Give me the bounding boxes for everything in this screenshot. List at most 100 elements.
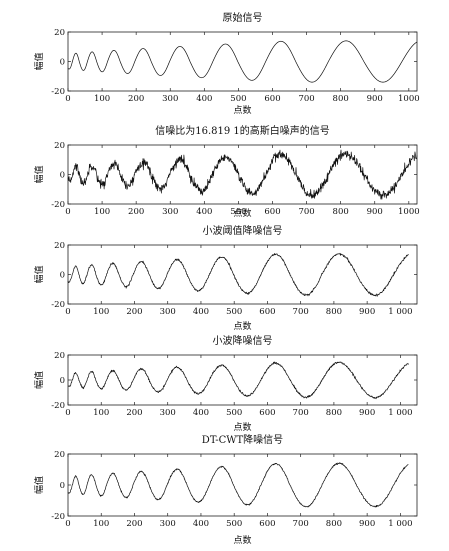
x-tick-label: 300: [160, 307, 176, 317]
x-tick-label: 200: [128, 207, 144, 217]
x-tick-label: 200: [128, 94, 144, 104]
y-tick-label: 0: [60, 58, 65, 68]
x-axis-label: 点数: [233, 104, 251, 116]
series-line: [67, 149, 418, 200]
x-tick-label: 1 000: [388, 307, 412, 317]
y-tick-label: -20: [51, 512, 65, 522]
x-tick-label: 0: [65, 207, 70, 217]
y-tick-label: 0: [60, 271, 65, 281]
x-tick-label: 500: [226, 307, 242, 317]
x-tick-label: 1000: [398, 94, 420, 104]
x-tick-label: 200: [126, 307, 142, 317]
x-tick-label: 200: [126, 519, 142, 529]
y-tick-label: 0: [60, 376, 65, 386]
subplot-title: DT-CWT降噪信号: [202, 433, 283, 446]
subplot-title: 信噪比为16.819 1的高斯白噪声的信号: [155, 124, 330, 137]
y-axis-label: 幅值: [33, 476, 45, 494]
y-tick-label: -20: [51, 87, 65, 97]
x-tick-label: 300: [160, 519, 176, 529]
x-tick-label: 1 000: [388, 519, 412, 529]
series-line: [67, 252, 409, 297]
x-tick-label: 900: [359, 519, 375, 529]
x-tick-label: 1000: [398, 207, 420, 217]
x-tick-label: 100: [93, 519, 109, 529]
subplot-title: 原始信号: [223, 11, 263, 24]
x-tick-label: 400: [196, 94, 212, 104]
y-axis-label: 幅值: [33, 371, 45, 389]
y-tick-label: 20: [54, 141, 65, 151]
x-tick-label: 900: [359, 307, 375, 317]
x-tick-label: 900: [359, 408, 375, 418]
x-tick-label: 600: [264, 207, 280, 217]
x-tick-label: 100: [93, 408, 109, 418]
x-tick-label: 300: [162, 94, 178, 104]
x-tick-label: 100: [93, 307, 109, 317]
x-tick-label: 900: [367, 94, 383, 104]
x-axis-label: 点数: [233, 207, 251, 219]
series-line: [67, 361, 409, 400]
x-tick-label: 600: [259, 519, 275, 529]
subplot-title: 小波降噪信号: [213, 334, 273, 347]
y-tick-label: -20: [51, 300, 65, 310]
x-tick-label: 400: [196, 207, 212, 217]
x-tick-label: 700: [293, 408, 309, 418]
x-tick-label: 0: [65, 307, 70, 317]
x-tick-label: 900: [367, 207, 383, 217]
y-axis-label: 幅值: [33, 52, 45, 70]
plot-frame: [67, 453, 418, 517]
x-tick-label: 600: [259, 408, 275, 418]
plot-frame: [67, 244, 418, 305]
x-axis-label: 点数: [233, 421, 251, 433]
x-tick-label: 700: [298, 94, 314, 104]
y-tick-label: 20: [54, 351, 65, 361]
series-line: [67, 462, 409, 508]
x-tick-label: 200: [126, 408, 142, 418]
x-tick-label: 100: [94, 94, 110, 104]
subplot-title: 小波阈值降噪信号: [203, 224, 283, 237]
x-tick-label: 100: [94, 207, 110, 217]
x-tick-label: 600: [259, 307, 275, 317]
y-tick-label: 20: [54, 450, 65, 460]
y-tick-label: 0: [60, 171, 65, 181]
x-tick-label: 800: [326, 519, 342, 529]
x-tick-label: 500: [226, 408, 242, 418]
y-tick-label: 20: [54, 241, 65, 251]
x-tick-label: 500: [226, 519, 242, 529]
x-tick-label: 300: [160, 408, 176, 418]
x-tick-label: 700: [293, 307, 309, 317]
x-tick-label: 600: [264, 94, 280, 104]
x-tick-label: 800: [333, 207, 349, 217]
x-tick-label: 0: [65, 519, 70, 529]
y-axis-label: 幅值: [33, 265, 45, 283]
x-tick-label: 500: [230, 207, 246, 217]
x-tick-label: 400: [193, 408, 209, 418]
x-axis-label: 点数: [233, 320, 251, 332]
y-tick-label: 0: [60, 481, 65, 491]
x-tick-label: 0: [65, 408, 70, 418]
x-tick-label: 300: [162, 207, 178, 217]
x-axis-label: 点数: [233, 534, 251, 546]
y-tick-label: -20: [51, 401, 65, 411]
x-tick-label: 700: [293, 519, 309, 529]
x-tick-label: 800: [326, 408, 342, 418]
x-tick-label: 800: [326, 307, 342, 317]
x-tick-label: 1 000: [388, 408, 412, 418]
plot-frame: [67, 354, 418, 406]
y-tick-label: -20: [51, 200, 65, 210]
x-tick-label: 700: [298, 207, 314, 217]
series-line: [67, 40, 418, 83]
x-tick-label: 0: [65, 94, 70, 104]
y-axis-label: 幅值: [33, 165, 45, 183]
x-tick-label: 800: [333, 94, 349, 104]
x-tick-label: 400: [193, 519, 209, 529]
y-tick-label: 20: [54, 28, 65, 38]
x-tick-label: 400: [193, 307, 209, 317]
x-tick-label: 500: [230, 94, 246, 104]
